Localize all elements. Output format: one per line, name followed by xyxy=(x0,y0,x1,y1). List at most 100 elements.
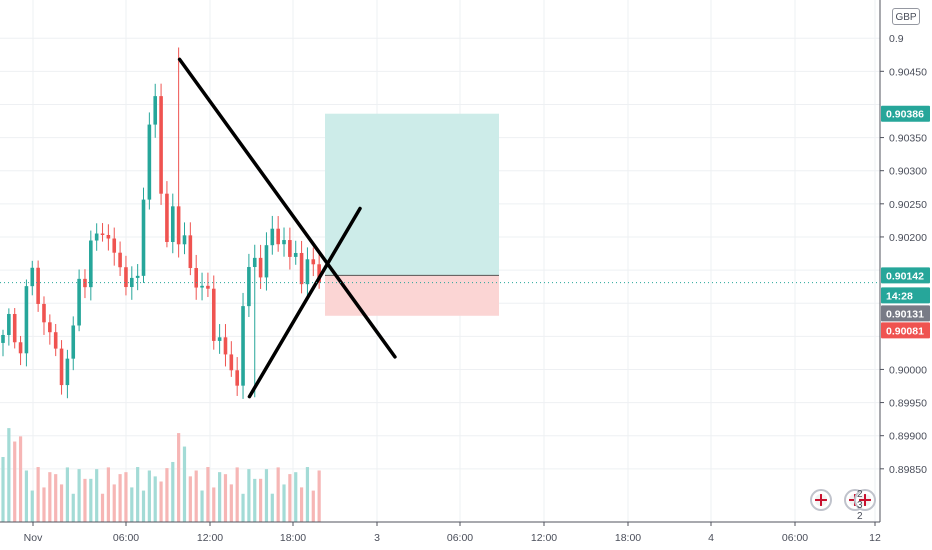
candle-body xyxy=(264,245,269,278)
candle-body xyxy=(235,370,239,386)
volume-bar xyxy=(48,472,52,522)
volume-bar xyxy=(206,467,210,522)
time-tick-label: 06:00 xyxy=(113,532,139,544)
candle-body xyxy=(258,257,263,278)
volume-bar xyxy=(288,474,292,522)
candle-body xyxy=(48,322,52,333)
price-tick-label: 0.89850 xyxy=(889,464,927,476)
volume-bar xyxy=(106,467,110,522)
volume-bar xyxy=(153,476,157,522)
volume-bar xyxy=(264,469,269,522)
volume-bar xyxy=(165,468,169,522)
price-tag-label: 14:28 xyxy=(886,290,913,302)
candle-body xyxy=(65,358,70,386)
volume-bar xyxy=(282,484,286,522)
candle-body xyxy=(317,264,321,283)
volume-bar xyxy=(182,446,187,522)
stop-loss-zone[interactable] xyxy=(325,275,499,316)
price-tag-box xyxy=(881,305,930,322)
uk-flag-icon[interactable] xyxy=(854,489,876,511)
volume-bar xyxy=(212,487,216,522)
candle-body xyxy=(200,285,204,288)
candle-body xyxy=(36,267,40,304)
candle-body xyxy=(24,286,29,354)
candle-body xyxy=(311,259,316,265)
candle-body xyxy=(12,313,17,343)
candle-body xyxy=(77,278,81,326)
volume-bar xyxy=(77,469,81,522)
volume-bar xyxy=(311,490,315,522)
candle-body xyxy=(1,334,5,343)
currency-label[interactable]: GBP xyxy=(892,8,920,25)
time-tick-label: 12:00 xyxy=(197,532,223,544)
time-tick-label: 3 xyxy=(374,532,380,544)
candle-body xyxy=(252,257,257,268)
volume-bar xyxy=(100,493,105,522)
price-tick-label: 0.89900 xyxy=(889,431,927,443)
price-tag-label: 0.90386 xyxy=(886,109,924,121)
volume-bar xyxy=(141,490,146,522)
volume-bar xyxy=(247,469,251,522)
candle-body xyxy=(94,233,99,241)
price-tag-box xyxy=(881,105,930,122)
candle-body xyxy=(229,354,234,371)
volume-bar xyxy=(218,472,222,522)
volume-bar xyxy=(13,441,17,522)
volume-bar xyxy=(235,467,239,522)
upper-trendline[interactable] xyxy=(177,57,397,359)
candle-body xyxy=(170,206,175,242)
volume-bar xyxy=(299,487,304,522)
price-tag-box xyxy=(881,267,930,284)
candle-body xyxy=(135,275,140,278)
volume-bar xyxy=(42,487,46,522)
candle-body xyxy=(100,233,105,235)
candle-body xyxy=(247,267,251,307)
event-count: 2 3 2 xyxy=(857,489,864,522)
candle-body xyxy=(118,252,122,268)
volume-bar xyxy=(253,478,257,522)
uk-flag-icon[interactable] xyxy=(810,489,832,511)
candle-body xyxy=(223,337,228,355)
candle-body xyxy=(211,288,216,341)
candle-body xyxy=(288,240,292,257)
chart-grid xyxy=(0,0,880,522)
volume-bar xyxy=(305,467,310,522)
candle-body xyxy=(106,234,111,239)
candle-body xyxy=(18,342,23,354)
volume-bar xyxy=(136,467,140,522)
volume-bar xyxy=(159,481,163,522)
price-tick-label: 0.90200 xyxy=(889,232,927,244)
volume-bar xyxy=(223,474,228,522)
volume-bar xyxy=(118,474,122,522)
price-tick-label: 0.89950 xyxy=(889,398,927,410)
price-tag-box xyxy=(881,322,930,339)
candle-body xyxy=(147,124,152,200)
volume-bar xyxy=(71,493,75,522)
candle-body xyxy=(124,267,128,288)
price-tags: 0.90386 0.90142 14:28 0.90131 0.90081 xyxy=(0,105,930,339)
take-profit-zone[interactable] xyxy=(325,113,499,276)
drawn-trendlines[interactable] xyxy=(177,57,397,399)
volume-bar xyxy=(36,467,40,522)
volume-bar xyxy=(124,472,128,522)
lower-trendline[interactable] xyxy=(247,206,362,399)
candle-body xyxy=(30,267,35,287)
candle-body xyxy=(130,277,134,288)
candle-body xyxy=(282,240,286,245)
price-tick-label: 0.90250 xyxy=(889,199,927,211)
candle-body xyxy=(7,313,11,335)
long-position-tool[interactable] xyxy=(325,113,499,316)
volume-bar xyxy=(270,493,274,522)
time-tick-label: 18:00 xyxy=(615,532,641,544)
candle-body xyxy=(153,96,158,125)
candle-body xyxy=(159,96,163,194)
candle-body xyxy=(293,252,298,257)
volume-bar xyxy=(259,478,263,522)
time-tick-label: Nov xyxy=(24,532,43,544)
candle-body xyxy=(299,252,304,285)
price-tag-label: 0.90081 xyxy=(886,325,924,337)
price-tick-label: 0.90450 xyxy=(889,66,927,78)
volume-bar xyxy=(130,487,134,522)
price-tag-label: 0.90131 xyxy=(886,308,924,320)
